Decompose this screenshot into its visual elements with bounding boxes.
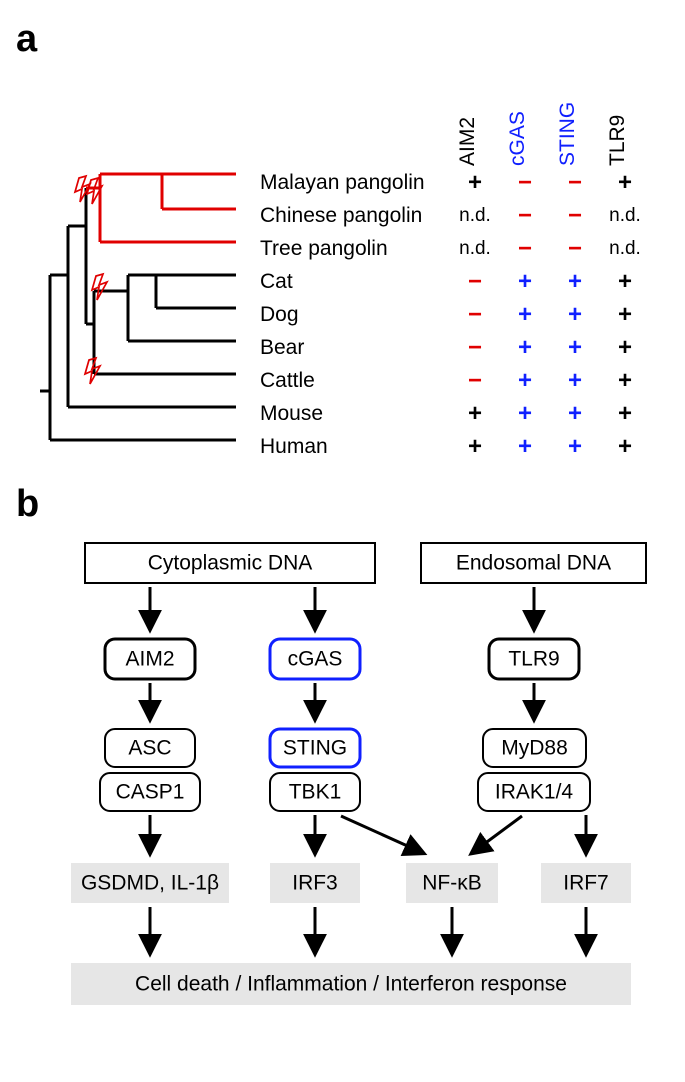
boxlabel-irf3: IRF3 [292,872,338,895]
col-header-sting: STING [556,102,580,166]
mark-3-0: − [450,265,500,298]
marks-row-4: −+++ [450,298,650,331]
boxlabel-aim2: AIM2 [125,648,174,671]
mark-1-2: − [550,199,600,232]
mark-6-2: + [550,364,600,397]
mark-2-3: n.d. [600,232,650,265]
phylo-tree [40,158,270,458]
species-8: Human [260,430,425,463]
species-4: Dog [260,298,425,331]
col-header-aim2: AIM2 [456,117,480,166]
marks-row-3: −+++ [450,265,650,298]
panel-b-label: b [16,485,665,523]
flow-diagram: Cytoplasmic DNA Endosomal DNA AIM2 cGAS TLR9… [38,533,678,1033]
mark-8-3: + [600,430,650,463]
mark-4-3: + [600,298,650,331]
mark-7-1: + [500,397,550,430]
mark-2-0: n.d. [450,232,500,265]
boxlabel-tbk1: TBK1 [289,781,342,804]
marks-row-8: ++++ [450,430,650,463]
mark-4-0: − [450,298,500,331]
marks-row-6: −+++ [450,364,650,397]
species-3: Cat [260,265,425,298]
boxlabel-cyt: Cytoplasmic DNA [148,552,313,575]
panel-a: AIM2 cGAS STING TLR9 Malayan pangolinChines… [20,64,665,459]
mark-1-1: − [500,199,550,232]
mark-0-0: + [450,166,500,199]
mark-3-3: + [600,265,650,298]
species-1: Chinese pangolin [260,199,425,232]
species-0: Malayan pangolin [260,166,425,199]
boxlabel-final: Cell death / Inflammation / Interferon r… [135,973,567,996]
boxlabel-sting: STING [283,737,347,760]
boxlabel-tlr9: TLR9 [508,648,559,671]
species-list: Malayan pangolinChinese pangolinTree pan… [260,166,425,463]
mark-5-2: + [550,331,600,364]
marks-row-0: +−−+ [450,166,650,199]
boxlabel-endo: Endosomal DNA [456,552,611,575]
mark-7-2: + [550,397,600,430]
mark-8-1: + [500,430,550,463]
mark-7-3: + [600,397,650,430]
mark-7-0: + [450,397,500,430]
boxlabel-irak: IRAK1/4 [495,781,574,804]
species-5: Bear [260,331,425,364]
mark-4-2: + [550,298,600,331]
boxlabel-cgas: cGAS [288,648,343,671]
species-7: Mouse [260,397,425,430]
mark-1-0: n.d. [450,199,500,232]
mark-1-3: n.d. [600,199,650,232]
mark-8-0: + [450,430,500,463]
col-header-cgas: cGAS [506,111,530,166]
mark-3-2: + [550,265,600,298]
boxlabel-myd88: MyD88 [501,737,568,760]
boxlabel-gsdmd: GSDMD, IL-1β [81,872,219,895]
species-6: Cattle [260,364,425,397]
mark-5-1: + [500,331,550,364]
mark-0-2: − [550,166,600,199]
column-headers: AIM2 cGAS STING TLR9 [458,70,678,166]
marks-grid: +−−+n.d.−−n.d.n.d.−−n.d.−+++−+++−+++−+++… [450,166,650,463]
boxlabel-irf7: IRF7 [563,872,609,895]
mark-8-2: + [550,430,600,463]
col-header-tlr9: TLR9 [606,115,630,166]
marks-row-1: n.d.−−n.d. [450,199,650,232]
boxlabel-asc: ASC [128,737,171,760]
mark-0-3: + [600,166,650,199]
mark-6-0: − [450,364,500,397]
mark-3-1: + [500,265,550,298]
marks-row-2: n.d.−−n.d. [450,232,650,265]
mark-0-1: − [500,166,550,199]
mark-5-0: − [450,331,500,364]
mark-4-1: + [500,298,550,331]
mark-6-3: + [600,364,650,397]
boxlabel-casp1: CASP1 [116,781,185,804]
marks-row-5: −+++ [450,331,650,364]
panel-b: Cytoplasmic DNA Endosomal DNA AIM2 cGAS TLR9… [20,529,665,1049]
mark-2-1: − [500,232,550,265]
boxlabel-nfkb: NF-κB [422,872,482,895]
mark-2-2: − [550,232,600,265]
species-2: Tree pangolin [260,232,425,265]
panel-a-label: a [16,20,665,58]
marks-row-7: ++++ [450,397,650,430]
mark-5-3: + [600,331,650,364]
mark-6-1: + [500,364,550,397]
